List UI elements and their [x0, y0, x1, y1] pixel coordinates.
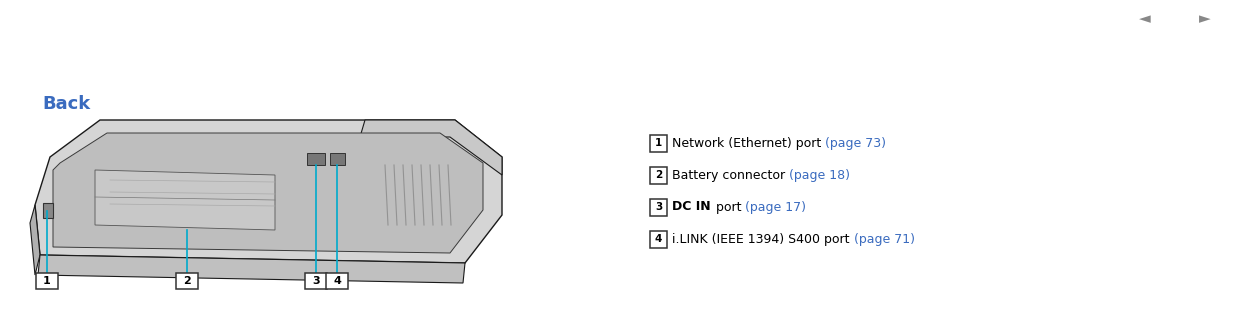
Text: (page 17): (page 17): [745, 201, 806, 213]
Polygon shape: [35, 120, 502, 263]
Text: ►: ►: [1199, 11, 1211, 26]
Text: port: port: [712, 201, 745, 213]
Text: √AIO: √AIO: [19, 16, 104, 49]
Text: Getting Started: Getting Started: [1120, 42, 1230, 55]
Text: ◄: ◄: [1140, 11, 1151, 26]
Polygon shape: [30, 205, 40, 275]
Polygon shape: [330, 153, 345, 165]
Text: 4: 4: [655, 234, 662, 244]
Text: 4: 4: [334, 276, 341, 286]
FancyBboxPatch shape: [305, 273, 327, 289]
Text: 2: 2: [655, 170, 662, 181]
Text: DC IN: DC IN: [672, 201, 711, 213]
Text: 1: 1: [43, 276, 51, 286]
Polygon shape: [360, 120, 502, 175]
Text: Network (Ethernet) port: Network (Ethernet) port: [672, 137, 826, 150]
FancyBboxPatch shape: [650, 199, 667, 216]
Text: Battery connector: Battery connector: [672, 168, 789, 182]
FancyBboxPatch shape: [650, 231, 667, 248]
Text: (page 71): (page 71): [853, 233, 915, 246]
Polygon shape: [53, 133, 484, 253]
Text: 3: 3: [655, 203, 662, 212]
Text: i.LINK (IEEE 1394) S400 port: i.LINK (IEEE 1394) S400 port: [672, 233, 853, 246]
FancyBboxPatch shape: [36, 273, 58, 289]
Text: 13: 13: [1163, 9, 1187, 27]
Text: 2: 2: [184, 276, 191, 286]
Text: (page 18): (page 18): [789, 168, 851, 182]
Polygon shape: [38, 255, 465, 283]
Text: Back: Back: [42, 95, 91, 113]
Polygon shape: [43, 203, 53, 218]
Polygon shape: [308, 153, 325, 165]
FancyBboxPatch shape: [326, 273, 348, 289]
Polygon shape: [95, 170, 275, 230]
FancyBboxPatch shape: [650, 135, 667, 152]
Text: 1: 1: [655, 138, 662, 149]
Text: VAIO: VAIO: [15, 18, 98, 47]
Text: 3: 3: [312, 276, 320, 286]
FancyBboxPatch shape: [650, 167, 667, 184]
FancyBboxPatch shape: [176, 273, 198, 289]
Text: (page 73): (page 73): [826, 137, 887, 150]
